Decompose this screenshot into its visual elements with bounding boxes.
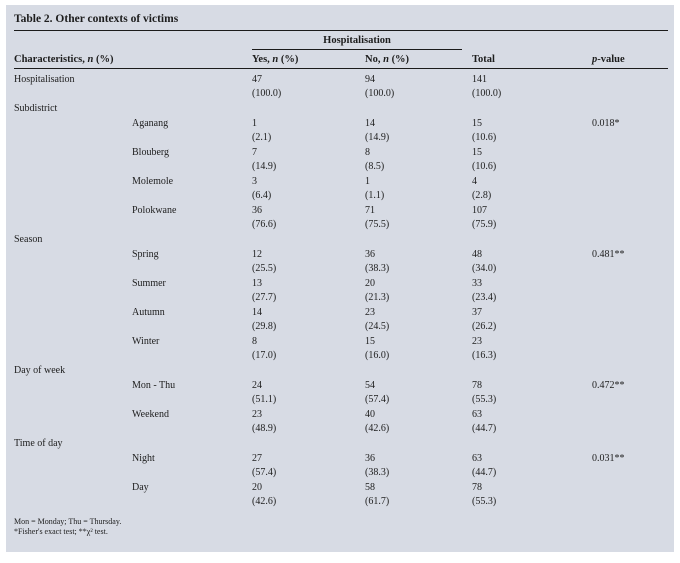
row-label: Time of day — [14, 438, 63, 449]
row-sublabel: Night — [132, 453, 155, 464]
cell-yes: 3 (6.4) — [252, 176, 272, 201]
span-header-hospitalisation: Hospitalisation — [252, 34, 462, 50]
footnotes: Mon = Monday; Thu = Thursday. *Fisher's … — [14, 517, 668, 537]
cell-total: 23 (16.3) — [472, 336, 497, 361]
col-header-total: Total — [472, 54, 495, 65]
table-row: Hospitalisation 47 (100.0) 94 (100.0) 141 (100… — [14, 73, 668, 101]
cell-total: 33 (23.4) — [472, 278, 497, 303]
cell-yes: 12 (25.5) — [252, 249, 277, 274]
span-header-row: Hospitalisation — [14, 34, 668, 50]
table-title: Table 2. Other contexts of victims — [14, 5, 668, 31]
col-header-characteristics: Characteristics, n (%) — [14, 54, 114, 65]
col-header-pvalue: p-value — [592, 54, 625, 65]
cell-total: 15 (10.6) — [472, 118, 497, 143]
cell-no: 36 (38.3) — [365, 249, 390, 274]
table-panel: Table 2. Other contexts of victims Hospi… — [6, 5, 674, 552]
row-sublabel: Mon - Thu — [132, 380, 176, 391]
column-header-row: Characteristics, n (%) Yes, n (%) No, n … — [14, 50, 668, 69]
cell-total: 4 (2.8) — [472, 176, 492, 201]
table-row: Winter 8 (17.0) 15 (16.0) 23 (16.3) — [14, 335, 668, 363]
table-row: Weekend 23 (48.9) 40 (42.6) 63 (44.7) — [14, 408, 668, 436]
cell-yes: 36 (76.6) — [252, 205, 277, 230]
row-label: Subdistrict — [14, 103, 58, 114]
cell-no: 1 (1.1) — [365, 176, 385, 201]
row-sublabel: Weekend — [132, 409, 169, 420]
cell-yes: 27 (57.4) — [252, 453, 277, 478]
row-sublabel: Aganang — [132, 118, 169, 129]
cell-pvalue: 0.472** — [592, 380, 625, 391]
table-row: Summer 13 (27.7) 20 (21.3) 33 (23.4) — [14, 277, 668, 305]
table-row: Blouberg 7 (14.9) 8 (8.5) 15 (10.6) — [14, 146, 668, 174]
footnote-tests: *Fisher's exact test; **χ² test. — [14, 527, 108, 536]
table-row: Mon - Thu 24 (51.1) 54 (57.4) 78 (55.3) 0.472** — [14, 379, 668, 407]
row-sublabel: Autumn — [132, 307, 165, 318]
cell-total: 78 (55.3) — [472, 380, 497, 405]
table-row: Night 27 (57.4) 36 (38.3) 63 (44.7) 0.031** — [14, 452, 668, 480]
cell-yes: 47 (100.0) — [252, 74, 282, 99]
cell-no: 94 (100.0) — [365, 74, 395, 99]
cell-yes: 24 (51.1) — [252, 380, 277, 405]
section-label-row: Subdistrict — [14, 102, 668, 116]
cell-no: 58 (61.7) — [365, 482, 390, 507]
cell-no: 15 (16.0) — [365, 336, 390, 361]
cell-no: 20 (21.3) — [365, 278, 390, 303]
cell-total: 107 (75.9) — [472, 205, 497, 230]
cell-yes: 7 (14.9) — [252, 147, 277, 172]
row-sublabel: Molemole — [132, 176, 174, 187]
table-row: Autumn 14 (29.8) 23 (24.5) 37 (26.2) — [14, 306, 668, 334]
cell-yes: 14 (29.8) — [252, 307, 277, 332]
cell-total: 63 (44.7) — [472, 409, 497, 434]
row-label: Season — [14, 234, 43, 245]
cell-total: 63 (44.7) — [472, 453, 497, 478]
cell-yes: 8 (17.0) — [252, 336, 277, 361]
cell-yes: 23 (48.9) — [252, 409, 277, 434]
cell-total: 37 (26.2) — [472, 307, 497, 332]
table-row: Molemole 3 (6.4) 1 (1.1) 4 (2.8) — [14, 175, 668, 203]
cell-no: 71 (75.5) — [365, 205, 390, 230]
col-header-yes: Yes, n (%) — [252, 54, 299, 65]
table-body: Hospitalisation 47 (100.0) 94 (100.0) 141 (100… — [14, 69, 668, 509]
cell-total: 15 (10.6) — [472, 147, 497, 172]
col-header-no: No, n (%) — [365, 54, 410, 65]
cell-no: 23 (24.5) — [365, 307, 390, 332]
table-row: Day 20 (42.6) 58 (61.7) 78 (55.3) — [14, 481, 668, 509]
row-sublabel: Winter — [132, 336, 160, 347]
cell-no: 36 (38.3) — [365, 453, 390, 478]
section-label-row: Season — [14, 233, 668, 247]
cell-pvalue: 0.031** — [592, 453, 625, 464]
section-label-row: Time of day — [14, 437, 668, 451]
cell-total: 48 (34.0) — [472, 249, 497, 274]
cell-yes: 20 (42.6) — [252, 482, 277, 507]
section-label-row: Day of week — [14, 364, 668, 378]
cell-yes: 1 (2.1) — [252, 118, 272, 143]
cell-pvalue: 0.018* — [592, 118, 620, 129]
cell-total: 141 (100.0) — [472, 74, 502, 99]
footnote-abbreviations: Mon = Monday; Thu = Thursday. — [14, 517, 122, 526]
row-sublabel: Spring — [132, 249, 159, 260]
cell-pvalue: 0.481** — [592, 249, 625, 260]
row-sublabel: Blouberg — [132, 147, 170, 158]
cell-no: 8 (8.5) — [365, 147, 385, 172]
row-sublabel: Summer — [132, 278, 166, 289]
row-sublabel: Day — [132, 482, 149, 493]
cell-yes: 13 (27.7) — [252, 278, 277, 303]
row-label: Hospitalisation — [14, 74, 75, 85]
cell-no: 14 (14.9) — [365, 118, 390, 143]
table-row: Aganang 1 (2.1) 14 (14.9) 15 (10.6) 0.018* — [14, 117, 668, 145]
row-sublabel: Polokwane — [132, 205, 177, 216]
row-label: Day of week — [14, 365, 66, 376]
table-row: Polokwane 36 (76.6) 71 (75.5) 107 (75.9) — [14, 204, 668, 232]
table-row: Spring 12 (25.5) 36 (38.3) 48 (34.0) 0.481** — [14, 248, 668, 276]
cell-total: 78 (55.3) — [472, 482, 497, 507]
cell-no: 40 (42.6) — [365, 409, 390, 434]
cell-no: 54 (57.4) — [365, 380, 390, 405]
